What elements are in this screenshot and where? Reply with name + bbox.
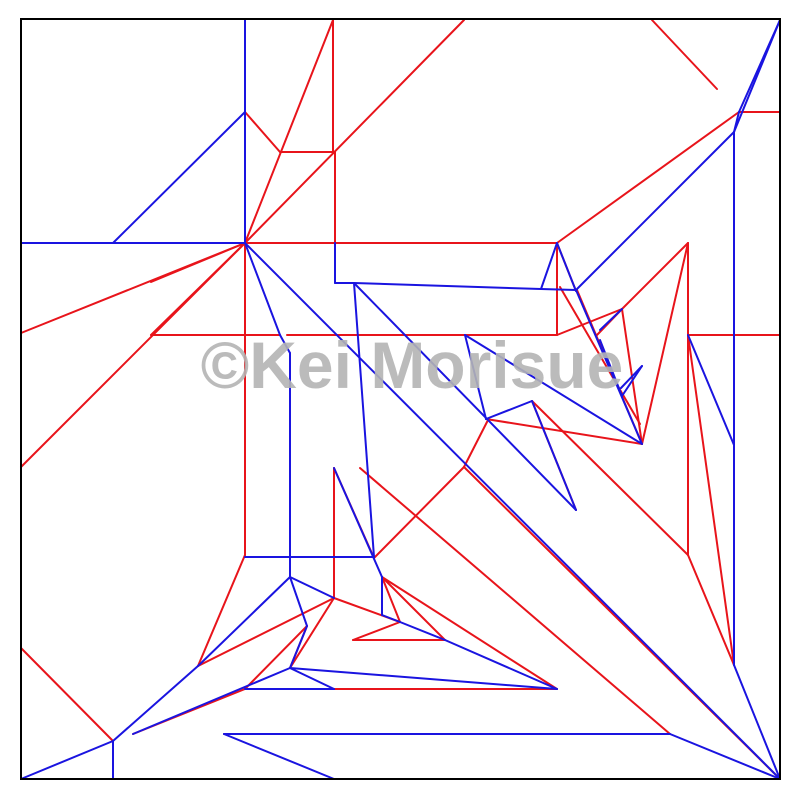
valley-crease-line: [733, 111, 740, 133]
mountain-crease-line: [381, 576, 401, 623]
valley-crease-line: [575, 289, 643, 445]
valley-crease-line: [244, 242, 781, 780]
valley-crease-line: [575, 131, 735, 291]
mountain-crease-line: [197, 554, 246, 667]
valley-crease-line: [381, 614, 401, 623]
valley-crease-line: [289, 576, 308, 627]
valley-crease-line: [197, 576, 291, 667]
valley-crease-line: [353, 282, 577, 511]
valley-crease-line: [531, 400, 577, 511]
valley-crease-line: [289, 625, 308, 669]
mountain-crease-line: [559, 286, 641, 425]
valley-crease-lines: [20, 19, 781, 780]
copyright-watermark: ©Kei Morisue: [201, 328, 624, 402]
valley-crease-line: [353, 282, 375, 558]
valley-crease-line: [112, 665, 199, 742]
valley-crease-line: [738, 19, 781, 113]
mountain-crease-line: [289, 597, 335, 669]
mountain-crease-line: [359, 467, 671, 735]
valley-crease-line: [687, 334, 735, 446]
valley-crease-line: [112, 111, 246, 244]
mountain-crease-line: [651, 19, 718, 90]
valley-crease-line: [485, 400, 533, 420]
mountain-crease-line: [197, 597, 335, 667]
valley-crease-line: [333, 467, 383, 578]
mountain-crease-line: [641, 242, 689, 445]
mountain-crease-line: [352, 621, 401, 641]
valley-crease-line: [599, 308, 623, 331]
mountain-crease-line: [687, 334, 735, 666]
valley-crease-line: [289, 667, 335, 690]
mountain-crease-line: [244, 111, 281, 153]
square-border: [20, 18, 781, 780]
valley-crease-line: [599, 339, 623, 397]
valley-crease-line: [289, 576, 335, 599]
mountain-crease-line: [381, 576, 558, 690]
mountain-crease-line: [373, 466, 465, 559]
mountain-crease-line: [20, 647, 114, 742]
valley-crease-line: [540, 288, 577, 291]
mountain-crease-line: [621, 242, 689, 310]
valley-crease-line: [556, 242, 577, 292]
valley-crease-line: [244, 242, 281, 336]
valley-crease-line: [464, 334, 643, 445]
mountain-crease-line: [381, 576, 446, 641]
valley-crease-line: [621, 365, 643, 397]
mountain-crease-line: [556, 111, 740, 244]
mountain-crease-line: [531, 400, 689, 556]
mountain-crease-line: [463, 419, 489, 468]
valley-crease-line: [444, 639, 558, 690]
valley-crease-line: [20, 740, 114, 780]
valley-crease-line: [279, 334, 291, 354]
mountain-crease-line: [20, 242, 246, 468]
valley-crease-line: [669, 733, 781, 780]
mountain-crease-line: [244, 19, 334, 244]
mountain-crease-line: [20, 242, 246, 334]
mountain-crease-line: [244, 19, 465, 244]
valley-crease-line: [132, 667, 291, 735]
valley-crease-line: [399, 621, 446, 641]
valley-crease-line: [289, 667, 558, 690]
valley-crease-line: [223, 733, 335, 780]
valley-crease-line: [464, 334, 487, 420]
mountain-crease-line: [244, 625, 308, 690]
valley-crease-line: [733, 664, 781, 780]
valley-crease-line: [540, 242, 558, 290]
mountain-crease-line: [485, 418, 643, 445]
valley-crease-line: [353, 282, 542, 290]
mountain-crease-line: [687, 554, 735, 666]
